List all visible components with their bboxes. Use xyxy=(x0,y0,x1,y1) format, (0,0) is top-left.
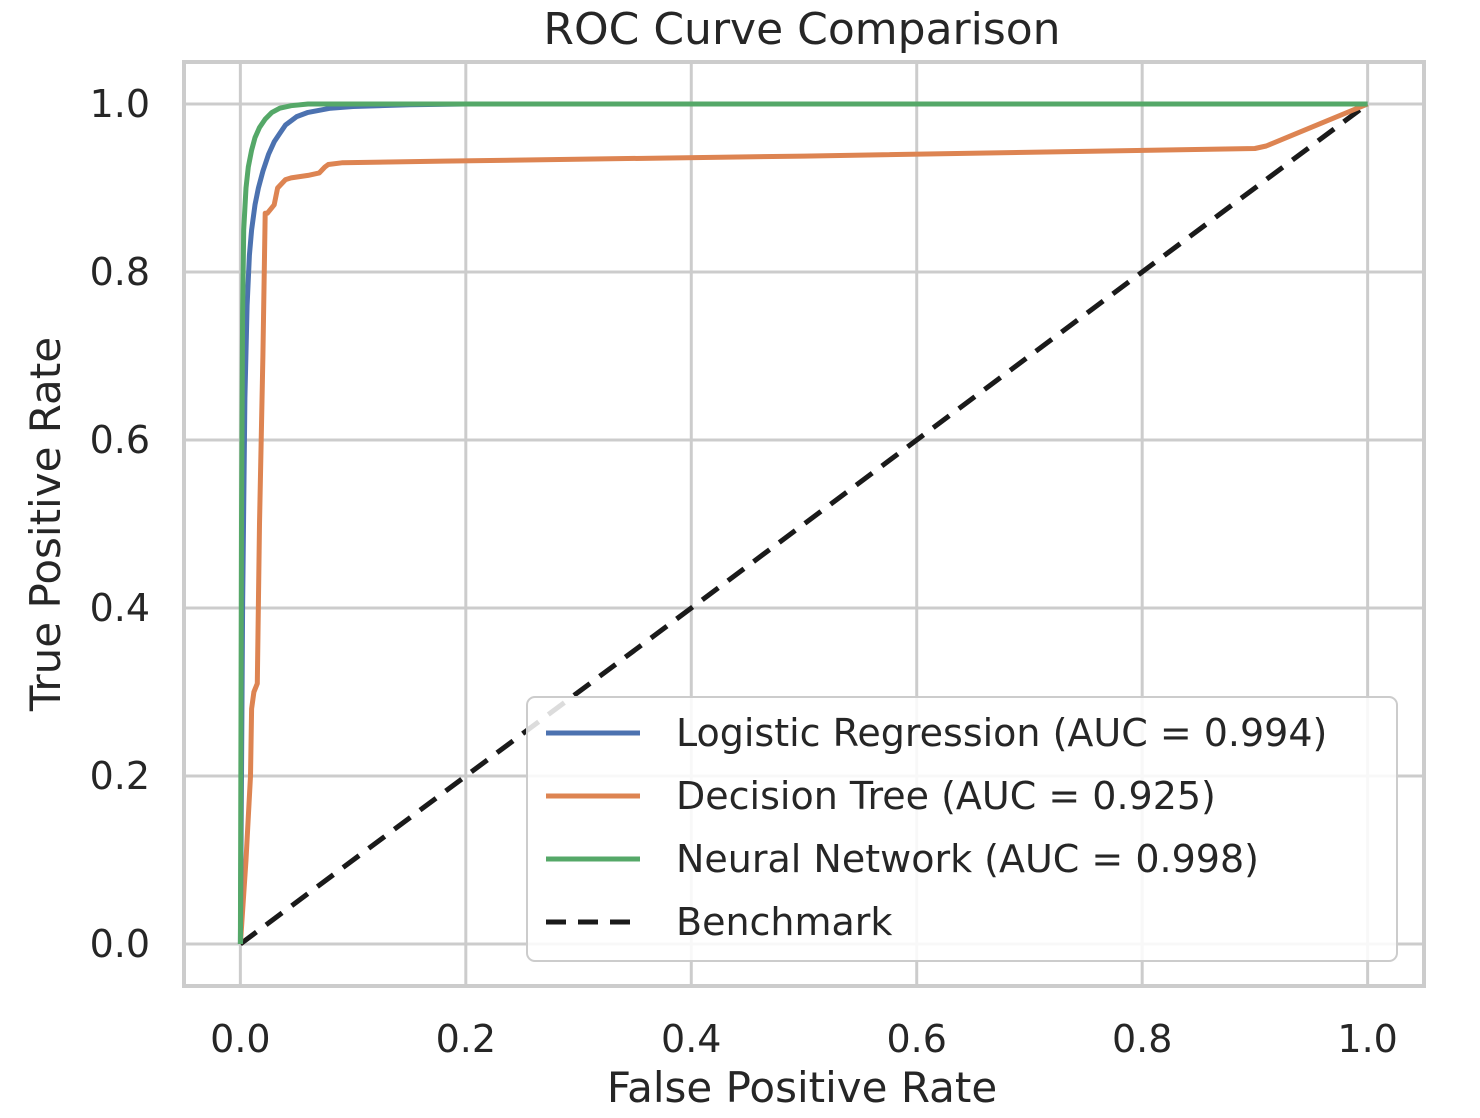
y-tick-label: 0.8 xyxy=(90,250,150,294)
x-tick-label: 0.4 xyxy=(661,1017,721,1061)
x-axis-label: False Positive Rate xyxy=(607,1063,997,1112)
legend-label-1: Decision Tree (AUC = 0.925) xyxy=(676,774,1216,818)
legend: Logistic Regression (AUC = 0.994) Decisio… xyxy=(526,696,1398,962)
y-tick-label: 0.0 xyxy=(90,922,150,966)
series-line-1 xyxy=(237,101,1369,945)
x-tick-labels: 0.0 0.2 0.4 0.6 0.8 1.0 xyxy=(210,1017,1398,1061)
x-tick-label: 1.0 xyxy=(1337,1017,1397,1061)
x-tick-label: 0.2 xyxy=(436,1017,496,1061)
x-tick-label: 0.8 xyxy=(1112,1017,1172,1061)
chart-title: ROC Curve Comparison xyxy=(543,4,1060,55)
y-tick-label: 0.6 xyxy=(90,418,150,462)
y-tick-label: 0.4 xyxy=(90,586,150,630)
legend-label-3: Benchmark xyxy=(676,900,892,944)
y-axis-label: True Positive Rate xyxy=(21,337,70,712)
legend-label-0: Logistic Regression (AUC = 0.994) xyxy=(676,711,1327,755)
series-line-2 xyxy=(237,101,1368,945)
y-tick-labels: 0.0 0.2 0.4 0.6 0.8 1.0 xyxy=(90,82,150,966)
legend-label-2: Neural Network (AUC = 0.998) xyxy=(676,837,1259,881)
grid-lines xyxy=(184,62,1424,986)
x-tick-label: 0.6 xyxy=(887,1017,947,1061)
series-line-3 xyxy=(238,101,1370,947)
y-tick-label: 0.2 xyxy=(90,754,150,798)
plot-frame xyxy=(182,60,1426,988)
series-layer xyxy=(237,101,1370,947)
x-tick-label: 0.0 xyxy=(210,1017,270,1061)
legend-box xyxy=(526,696,1398,962)
y-tick-label: 1.0 xyxy=(90,82,150,126)
